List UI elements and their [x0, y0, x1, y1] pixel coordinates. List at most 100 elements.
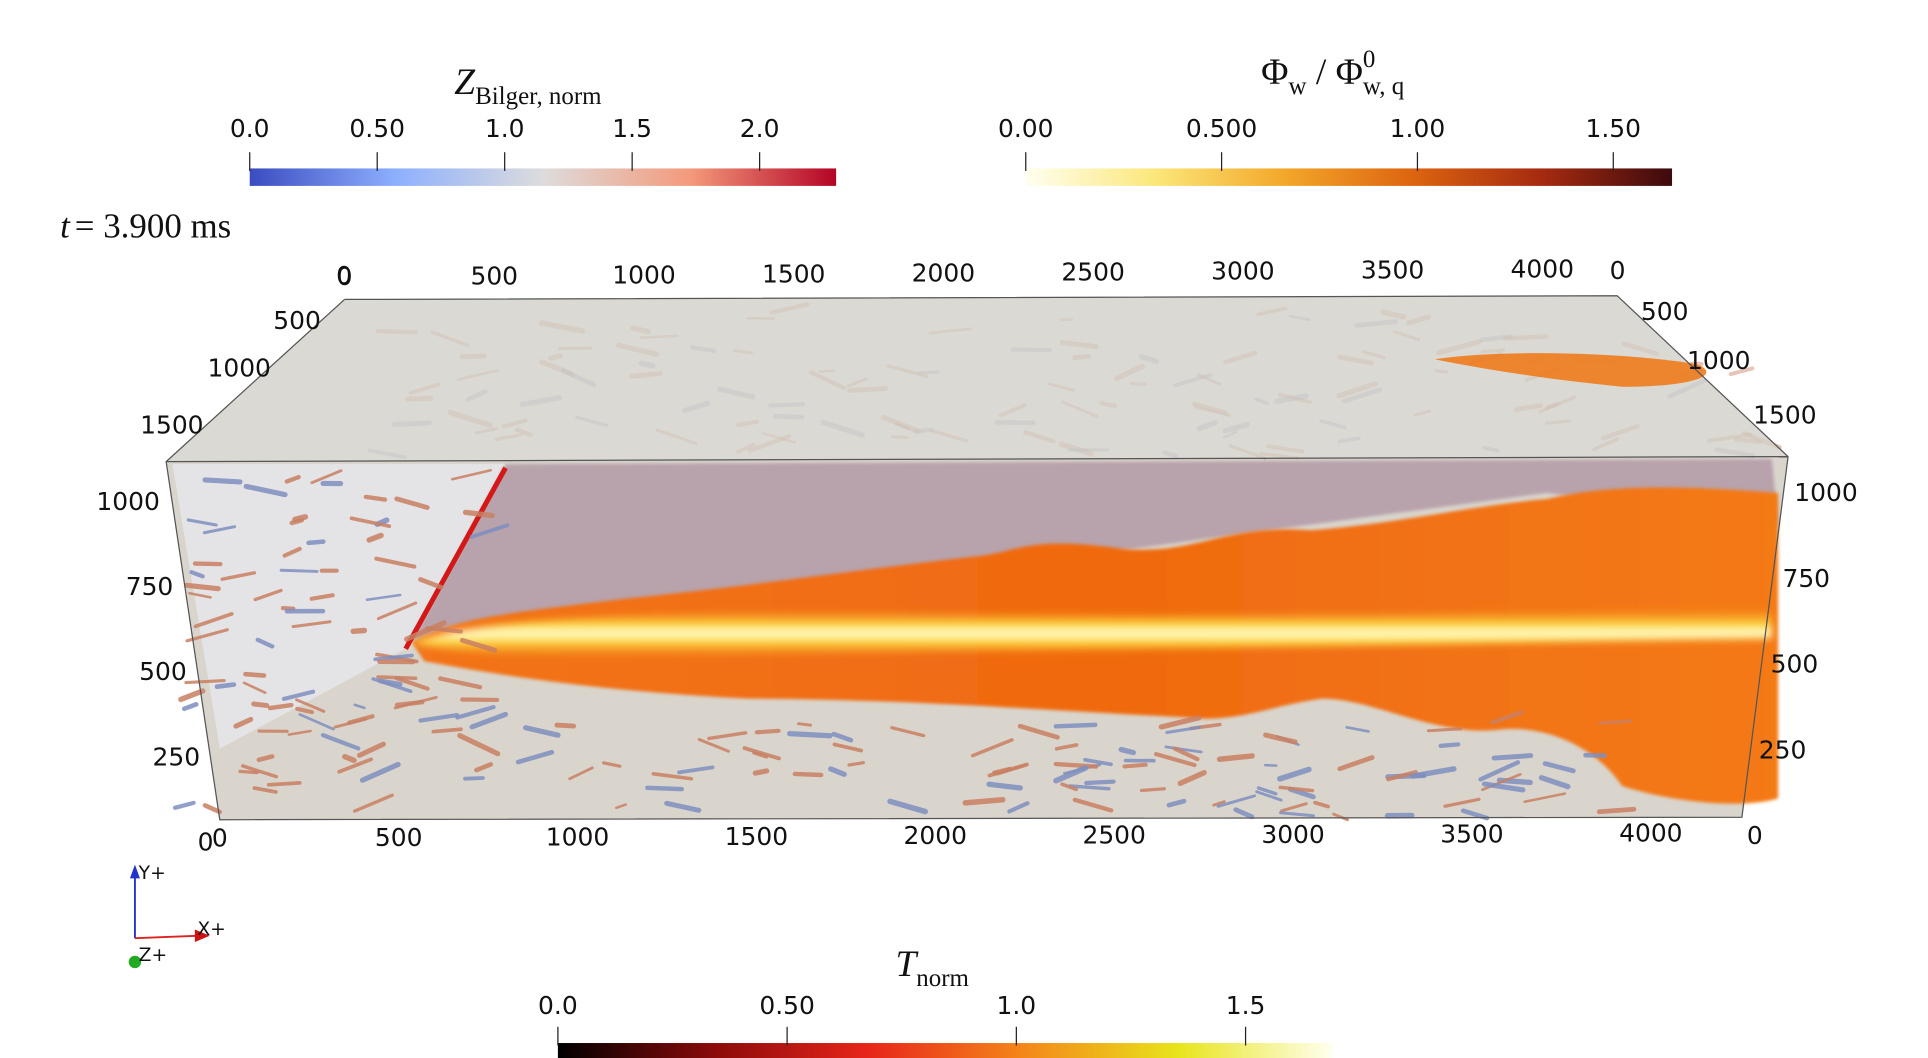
x-axis-label: 2500 [1082, 821, 1145, 850]
vortex-streak [251, 701, 270, 708]
vortex-streak [1287, 786, 1316, 800]
vortex-streak [615, 803, 628, 810]
vortex-streak [645, 785, 685, 792]
y-axis-label: 0 [198, 827, 214, 856]
vortex-streak [188, 591, 212, 599]
vortex-streak [373, 653, 414, 662]
vortex-streak [1233, 807, 1255, 820]
colorbar [557, 1043, 1333, 1058]
x-axis-label: 3500 [1440, 819, 1503, 848]
x-axis-label: 2000 [912, 258, 975, 287]
z-axis-label: 500 [1641, 297, 1689, 326]
colorbar-tick-label: 1.0 [997, 991, 1037, 1020]
vortex-streak [474, 762, 494, 773]
time-value: = 3.900 ms [75, 207, 231, 246]
vortex-streak [1443, 797, 1481, 808]
triad-label: X+ [197, 919, 225, 940]
vortex-streak [1083, 758, 1113, 767]
x-axis-label: 4000 [1619, 819, 1682, 848]
time-label: t = 3.900 ms [60, 207, 231, 246]
vortex-streak [787, 731, 833, 739]
vortex-streak [282, 546, 302, 558]
y-axis-label: 500 [1771, 650, 1819, 679]
vortex-streak [1122, 762, 1148, 769]
vortex-streak [178, 688, 206, 703]
vortex-streak [1410, 766, 1457, 779]
vortex-streak [469, 523, 510, 539]
vortex-streak [1490, 710, 1524, 725]
vortex-streak [1263, 763, 1278, 767]
vortex-streak [697, 737, 730, 753]
x-axis-label: 3000 [1261, 820, 1324, 849]
vortex-streak [431, 727, 463, 734]
vortex-streak [291, 620, 332, 629]
vortex-streak [233, 716, 254, 729]
vortex-streak [1054, 743, 1079, 751]
colorbar-tick-label: 0.00 [998, 114, 1054, 143]
title-part: / [1306, 51, 1335, 92]
vortex-streak [394, 496, 430, 510]
vortex-streak [292, 514, 309, 523]
vortex-streak [253, 588, 283, 602]
vortex-streak [1216, 794, 1256, 808]
vortex-streak [1279, 811, 1315, 818]
vortex-streak [847, 761, 865, 767]
vortex-streak [463, 776, 485, 781]
vortex-streak [1216, 753, 1255, 762]
y-arrowhead [129, 864, 140, 879]
vortex-streak [284, 474, 301, 484]
vortex-streak [1084, 779, 1116, 786]
vortex-streak [450, 468, 492, 481]
volume-render [165, 295, 1789, 822]
vortex-streak [1212, 800, 1226, 807]
colorbar-tick-label: 0.0 [538, 991, 578, 1020]
vortex-streak [1177, 769, 1207, 786]
vortex-streak [831, 731, 854, 743]
vortex-streak [664, 800, 702, 813]
box-outline [165, 295, 1789, 821]
vortex-streak [363, 494, 388, 502]
vortex-streak [243, 671, 267, 678]
vortex-streak [172, 800, 196, 810]
z-axis-label: 1000 [207, 353, 270, 382]
colorbar-tick-label: 1.50 [1586, 114, 1642, 143]
vortex-streak [350, 627, 368, 635]
vortex-streak [184, 582, 221, 592]
x-axis-label: 0 [212, 824, 228, 853]
vortex-streak [418, 712, 460, 723]
vortex-streak [1072, 797, 1114, 813]
vortex-streak [462, 509, 495, 519]
x-arrowhead [194, 929, 210, 942]
colorbar-title: Φw / Φ0 w, q [1261, 46, 1405, 100]
vortex-streak [377, 678, 403, 687]
vortex-streak [440, 627, 463, 634]
vortex-streak [193, 612, 234, 629]
vortex-streak [356, 741, 386, 758]
vortex-streak [394, 699, 425, 708]
vortex-streak [754, 728, 781, 735]
triad-label: Y+ [138, 863, 166, 884]
vortex-streak [404, 620, 447, 642]
vortex-streak [359, 761, 401, 783]
colorbar-title: ZBilger, norm [454, 61, 601, 110]
title-part: Z [454, 61, 476, 102]
vortex-streak [1053, 765, 1089, 784]
vortex-streak [181, 702, 199, 712]
x-axis-label: 4000 [1511, 255, 1574, 284]
vortex-streak [1165, 725, 1201, 735]
vortex-streak [1337, 755, 1375, 772]
vortex-streak [602, 761, 622, 768]
vortex-streak [1596, 806, 1637, 815]
vortex-streak [515, 749, 555, 765]
vortex-streak [1068, 784, 1111, 791]
vortex-streak [280, 606, 296, 611]
vortex-streak [252, 786, 278, 794]
z-axis-label: 0 [336, 261, 352, 290]
x-axis-label: 2500 [1061, 258, 1124, 287]
vortex-streak [1139, 787, 1166, 793]
vortex-streak [337, 757, 374, 774]
x-axis-label: 2000 [904, 821, 967, 850]
vortex-streak [890, 726, 926, 738]
x-axis-label: 1500 [725, 822, 788, 851]
y-axis-label: 250 [153, 742, 201, 771]
